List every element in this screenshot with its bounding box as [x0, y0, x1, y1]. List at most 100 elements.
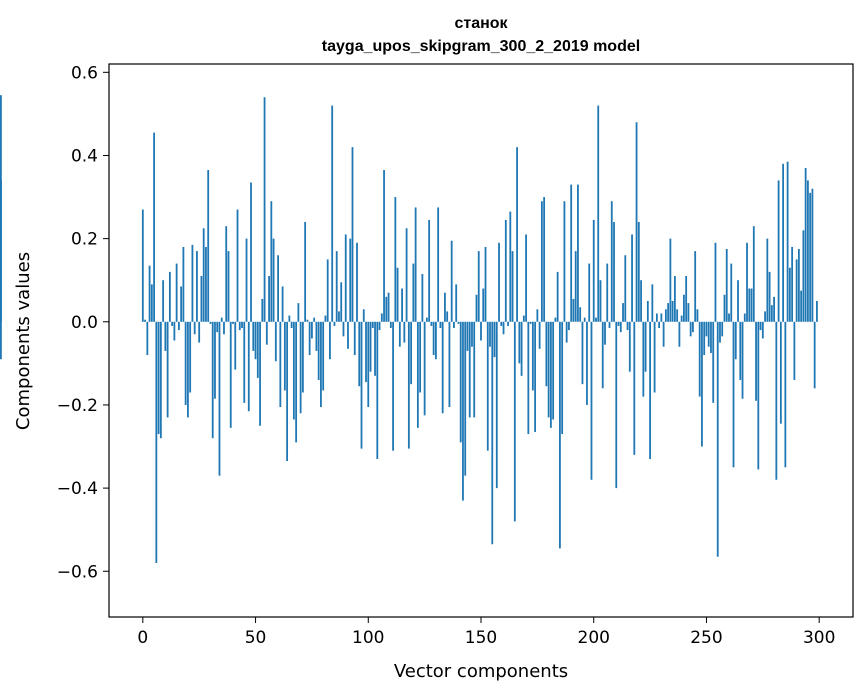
- bar-129: [432, 321, 435, 356]
- bar-84: [331, 105, 334, 322]
- bar-263: [734, 321, 737, 360]
- bar-98: [362, 309, 365, 322]
- bar-150: [480, 321, 482, 341]
- bar-193: [577, 184, 579, 322]
- bar-289: [793, 321, 796, 380]
- bar-40: [232, 321, 234, 324]
- bar-56: [268, 276, 270, 322]
- bar-212: [619, 321, 622, 333]
- bar-279: [770, 305, 773, 322]
- bar-16: [177, 321, 180, 331]
- bar-33: [216, 321, 219, 333]
- bar-231: [662, 321, 665, 347]
- bar-80: [322, 321, 325, 391]
- y-axis-label: Components values: [13, 252, 34, 430]
- bar-237: [676, 309, 679, 322]
- bar-257: [721, 321, 724, 337]
- chart-subtitle: tayga_upos_skipgram_300_2_2019 model: [322, 38, 640, 55]
- bar-119: [410, 321, 413, 385]
- bar-74: [308, 321, 311, 356]
- bar-51: [256, 321, 259, 378]
- bar-247: [698, 321, 701, 397]
- bar-60: [277, 255, 279, 322]
- bar-252: [710, 321, 712, 353]
- bar-294: [804, 167, 807, 322]
- bar-36: [223, 321, 225, 335]
- bar-89: [342, 321, 345, 337]
- bar-225: [649, 321, 651, 459]
- bar-166: [516, 147, 518, 322]
- bar-239: [680, 315, 683, 322]
- bar-255: [716, 321, 719, 557]
- bar-18: [182, 246, 185, 322]
- bar-211: [617, 321, 620, 326]
- bar-253: [712, 321, 715, 403]
- bar-93: [351, 147, 354, 322]
- bar-1: [144, 319, 146, 322]
- bar-185: [559, 321, 561, 549]
- bar-39: [229, 321, 232, 428]
- bar-157: [495, 321, 498, 489]
- x-tick-label: 250: [690, 628, 722, 648]
- bar-81: [324, 315, 327, 322]
- bar-126: [425, 317, 428, 322]
- bar-77: [315, 321, 318, 351]
- bar-287: [788, 267, 791, 322]
- bar-124: [421, 273, 424, 322]
- bar-105: [378, 321, 381, 331]
- bar-undefined: [0, 321, 2, 360]
- bar-137: [450, 240, 453, 322]
- bar-142: [462, 321, 464, 501]
- bar-284: [782, 163, 785, 322]
- bar-88: [340, 282, 343, 322]
- bar-66: [290, 321, 293, 329]
- bar-34: [218, 321, 221, 476]
- bar-65: [288, 315, 291, 322]
- bar-219: [635, 122, 638, 322]
- bar-271: [752, 226, 755, 322]
- bar-95: [356, 242, 358, 322]
- bar-96: [358, 321, 361, 387]
- bar-44: [241, 321, 243, 329]
- bar-161: [504, 219, 507, 322]
- bar-31: [211, 321, 214, 439]
- bar-295: [807, 180, 809, 322]
- bar-186: [561, 321, 564, 435]
- bar-201: [595, 317, 597, 322]
- bar-298: [813, 321, 816, 389]
- bar-246: [696, 309, 699, 322]
- bar-64: [286, 321, 289, 462]
- bar-171: [527, 321, 530, 435]
- bar-222: [642, 321, 645, 397]
- bar-26: [200, 276, 203, 322]
- bar-90: [344, 234, 347, 322]
- bar-197: [586, 321, 588, 405]
- bar-0: [141, 209, 144, 322]
- bar-184: [556, 271, 559, 322]
- bar-100: [367, 321, 370, 408]
- bar-48: [250, 182, 252, 322]
- bar-145: [468, 321, 471, 418]
- bar-245: [694, 251, 697, 322]
- bar-140: [457, 321, 460, 324]
- bar-19: [184, 321, 187, 405]
- bar-278: [768, 271, 771, 322]
- bar-181: [549, 321, 552, 428]
- bar-22: [191, 244, 194, 322]
- plot-frame: [108, 63, 854, 618]
- bar-158: [498, 242, 500, 322]
- bar-6: [155, 321, 158, 563]
- bar-274: [759, 321, 762, 331]
- bar-275: [761, 321, 764, 339]
- bar-266: [741, 321, 744, 399]
- bar-109: [387, 292, 390, 322]
- bar-103: [374, 321, 376, 376]
- bar-117: [405, 228, 408, 322]
- bar-37: [225, 226, 228, 322]
- bar-293: [802, 230, 805, 322]
- bar-285: [784, 321, 787, 468]
- bar-32: [214, 321, 216, 399]
- x-tick-label: 0: [137, 628, 148, 648]
- y-tick-label: 0.2: [71, 230, 98, 250]
